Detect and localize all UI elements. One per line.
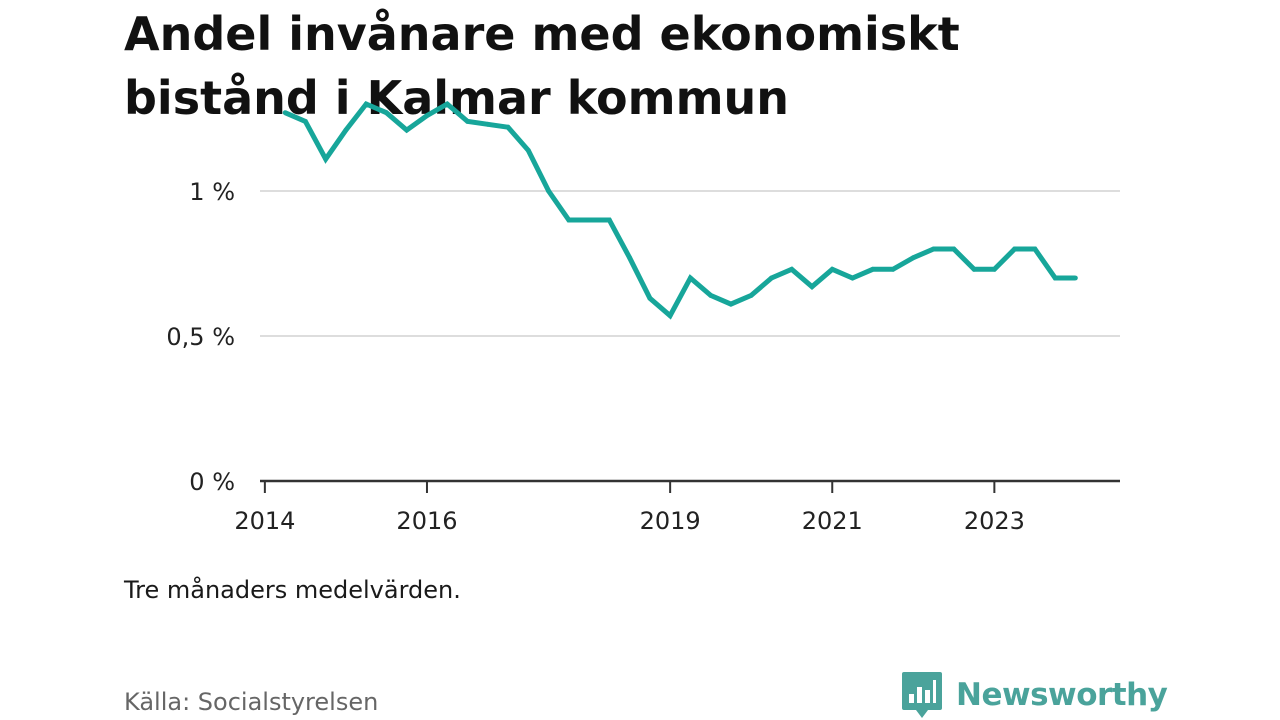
data-point <box>910 255 916 261</box>
data-point <box>1073 275 1078 281</box>
y-tick-label: 0 % <box>189 468 235 496</box>
data-point <box>525 148 531 153</box>
data-point <box>444 101 450 107</box>
brand-name: Newsworthy <box>956 677 1168 713</box>
data-point <box>991 266 997 272</box>
data-point <box>728 301 734 307</box>
data-point <box>302 119 308 124</box>
data-point <box>829 266 835 272</box>
data-point <box>465 119 470 124</box>
data-point <box>1012 246 1018 252</box>
data-point <box>688 275 693 281</box>
data-point <box>485 121 491 127</box>
x-axis: 2014 2016 2019 2021 2023 <box>234 479 1120 535</box>
data-point <box>363 101 369 107</box>
data-point <box>404 127 410 133</box>
y-axis-ticks: 0 % 0,5 % 1 % <box>166 178 235 496</box>
data-point <box>586 217 592 223</box>
x-tick-label: 2019 <box>640 507 701 535</box>
data-point <box>606 217 612 223</box>
data-point <box>1052 275 1058 281</box>
y-tick-label: 0,5 % <box>166 323 235 351</box>
series-line <box>284 100 1076 320</box>
x-tick-label: 2014 <box>234 507 295 535</box>
data-point <box>769 275 774 281</box>
data-point <box>789 266 795 272</box>
data-point <box>870 266 876 272</box>
data-point <box>505 124 511 130</box>
series <box>282 100 1078 320</box>
data-point <box>546 188 551 194</box>
x-tick-label: 2023 <box>964 507 1025 535</box>
data-point <box>282 110 288 116</box>
gridlines <box>260 190 1120 337</box>
data-point <box>343 127 349 133</box>
data-point <box>890 266 896 272</box>
chart-note: Tre månaders medelvärden. <box>124 576 461 604</box>
data-point <box>971 266 977 272</box>
x-tick-label: 2021 <box>802 507 863 535</box>
data-point <box>850 275 855 281</box>
y-tick-label: 1 % <box>189 178 235 206</box>
data-point <box>809 284 815 290</box>
data-point <box>566 217 572 223</box>
source-label: Källa: Socialstyrelsen <box>124 688 379 716</box>
data-point <box>1032 246 1038 252</box>
data-point <box>424 113 430 118</box>
data-point <box>627 255 633 261</box>
data-point <box>647 295 653 301</box>
data-point <box>931 246 936 252</box>
x-tick-label: 2016 <box>396 507 457 535</box>
data-point <box>667 313 673 319</box>
data-point <box>323 156 329 162</box>
data-point <box>708 293 714 298</box>
newsworthy-logo-icon <box>902 672 942 718</box>
data-point <box>748 293 754 298</box>
data-point <box>384 110 389 116</box>
data-point <box>951 246 957 252</box>
chart-title: Andel invånare med ekonomiskt bistånd i … <box>124 7 960 125</box>
brand-logo: Newsworthy <box>900 670 1168 720</box>
